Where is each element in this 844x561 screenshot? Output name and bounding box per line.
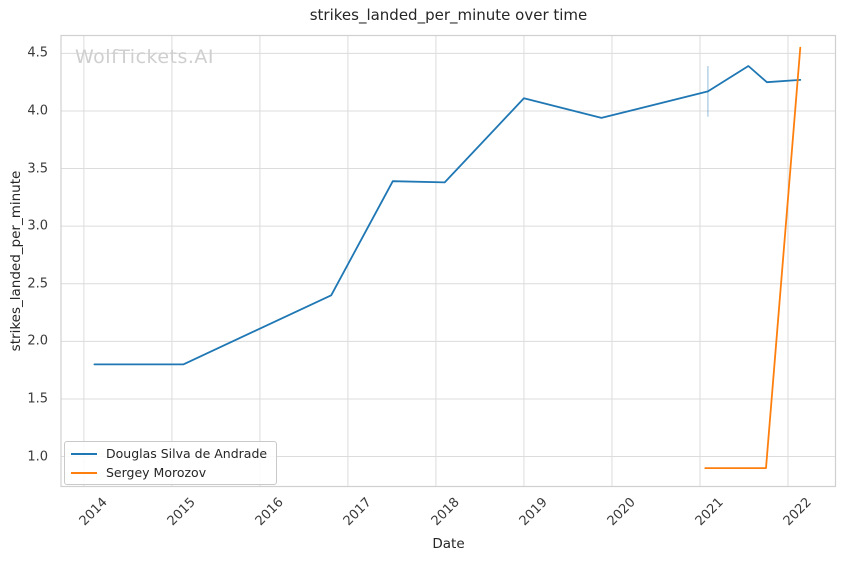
legend-item: Douglas Silva de Andrade xyxy=(71,444,267,463)
y-axis-label: strikes_landed_per_minute xyxy=(8,170,24,352)
legend-item: Sergey Morozov xyxy=(71,463,267,482)
legend: Douglas Silva de Andrade Sergey Morozov xyxy=(64,441,278,485)
chart-title: strikes_landed_per_minute over time xyxy=(309,6,588,24)
legend-line-swatch xyxy=(71,471,97,474)
legend-line-swatch xyxy=(71,452,97,455)
legend-label: Sergey Morozov xyxy=(106,465,207,480)
legend-label: Douglas Silva de Andrade xyxy=(106,446,268,461)
y-tick-label: 1.5 xyxy=(27,391,48,407)
y-tick-label: 4.5 xyxy=(27,45,48,61)
series-line-sergey-morozov xyxy=(704,46,802,470)
x-axis-label: Date xyxy=(432,536,465,552)
y-tick-label: 4.0 xyxy=(27,103,48,119)
y-tick-label: 2.0 xyxy=(27,333,48,349)
y-tick-label: 3.0 xyxy=(27,218,48,234)
plot-border xyxy=(60,34,837,488)
y-tick-label: 3.5 xyxy=(27,161,48,177)
y-tick-label: 1.0 xyxy=(27,449,48,465)
y-tick-label: 2.5 xyxy=(27,276,48,292)
watermark: WolfTickets.AI xyxy=(75,46,215,68)
series-line-douglas-silva-de-andrade xyxy=(93,65,802,366)
